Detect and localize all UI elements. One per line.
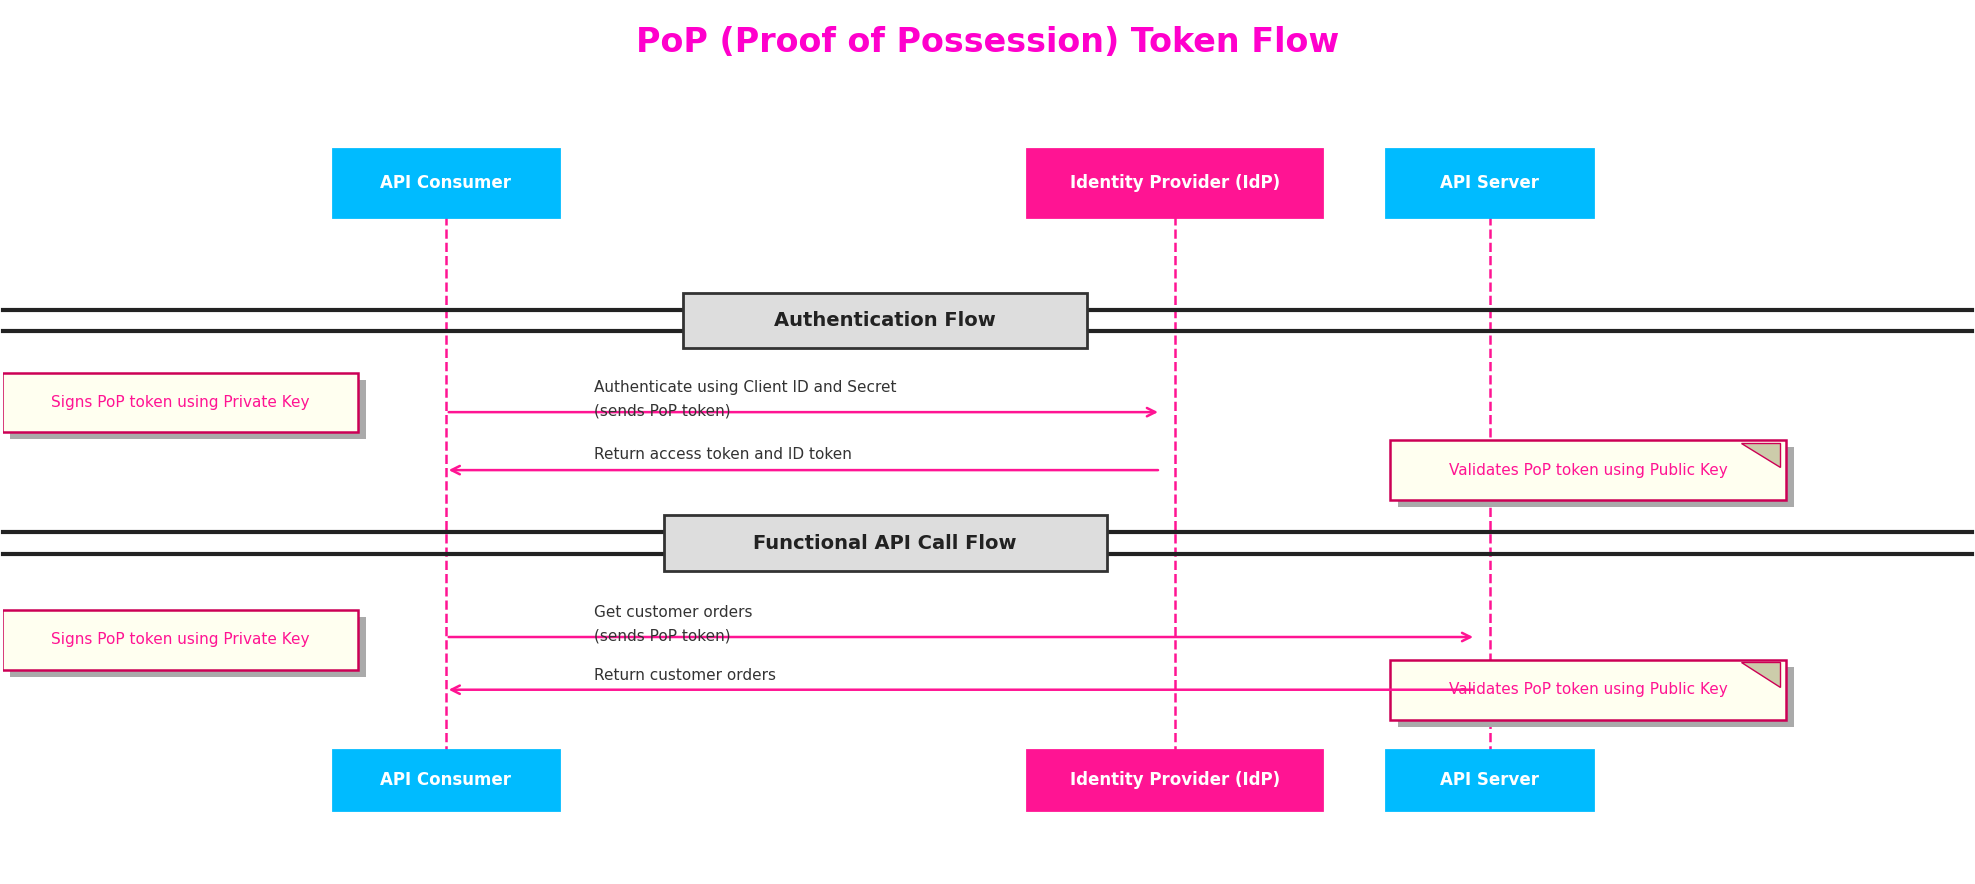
- FancyBboxPatch shape: [1027, 149, 1323, 217]
- Text: Get customer orders: Get customer orders: [594, 606, 752, 621]
- Polygon shape: [1740, 443, 1779, 468]
- Text: Functional API Call Flow: Functional API Call Flow: [752, 534, 1017, 552]
- Text: API Consumer: API Consumer: [381, 771, 512, 789]
- Text: API Server: API Server: [1440, 771, 1539, 789]
- Text: Validates PoP token using Public Key: Validates PoP token using Public Key: [1450, 682, 1728, 697]
- FancyBboxPatch shape: [1390, 659, 1785, 720]
- FancyBboxPatch shape: [1386, 149, 1594, 217]
- FancyBboxPatch shape: [1398, 447, 1793, 507]
- FancyBboxPatch shape: [10, 617, 365, 676]
- Text: Return access token and ID token: Return access token and ID token: [594, 447, 851, 462]
- Text: Authentication Flow: Authentication Flow: [774, 311, 995, 331]
- Text: Validates PoP token using Public Key: Validates PoP token using Public Key: [1450, 462, 1728, 477]
- FancyBboxPatch shape: [332, 149, 559, 217]
- FancyBboxPatch shape: [2, 372, 357, 432]
- Text: Return customer orders: Return customer orders: [594, 667, 776, 682]
- Text: API Server: API Server: [1440, 174, 1539, 192]
- Text: PoP (Proof of Possession) Token Flow: PoP (Proof of Possession) Token Flow: [636, 26, 1339, 59]
- Text: Identity Provider (IdP): Identity Provider (IdP): [1070, 174, 1280, 192]
- Text: Identity Provider (IdP): Identity Provider (IdP): [1070, 771, 1280, 789]
- Text: API Consumer: API Consumer: [381, 174, 512, 192]
- Text: (sends PoP token): (sends PoP token): [594, 629, 731, 644]
- FancyBboxPatch shape: [1027, 751, 1323, 810]
- FancyBboxPatch shape: [1386, 751, 1594, 810]
- FancyBboxPatch shape: [664, 515, 1106, 571]
- FancyBboxPatch shape: [1398, 667, 1793, 727]
- Text: Authenticate using Client ID and Secret: Authenticate using Client ID and Secret: [594, 380, 897, 395]
- Polygon shape: [1740, 662, 1779, 687]
- FancyBboxPatch shape: [683, 293, 1086, 348]
- FancyBboxPatch shape: [332, 751, 559, 810]
- Text: Signs PoP token using Private Key: Signs PoP token using Private Key: [51, 395, 310, 410]
- FancyBboxPatch shape: [10, 379, 365, 439]
- FancyBboxPatch shape: [1390, 440, 1785, 500]
- Text: (sends PoP token): (sends PoP token): [594, 403, 731, 418]
- FancyBboxPatch shape: [2, 610, 357, 669]
- Text: Signs PoP token using Private Key: Signs PoP token using Private Key: [51, 632, 310, 647]
